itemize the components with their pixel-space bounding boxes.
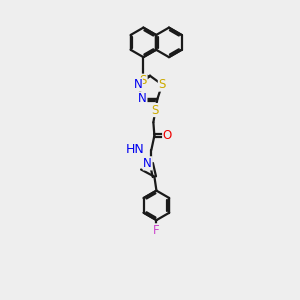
Text: S: S xyxy=(158,78,166,91)
Text: F: F xyxy=(153,224,160,237)
Text: S: S xyxy=(152,103,159,117)
Text: S: S xyxy=(140,74,147,87)
Text: N: N xyxy=(143,157,152,170)
Text: O: O xyxy=(163,129,172,142)
Text: N: N xyxy=(138,92,147,105)
Text: N: N xyxy=(134,78,142,91)
Text: HN: HN xyxy=(126,142,145,155)
